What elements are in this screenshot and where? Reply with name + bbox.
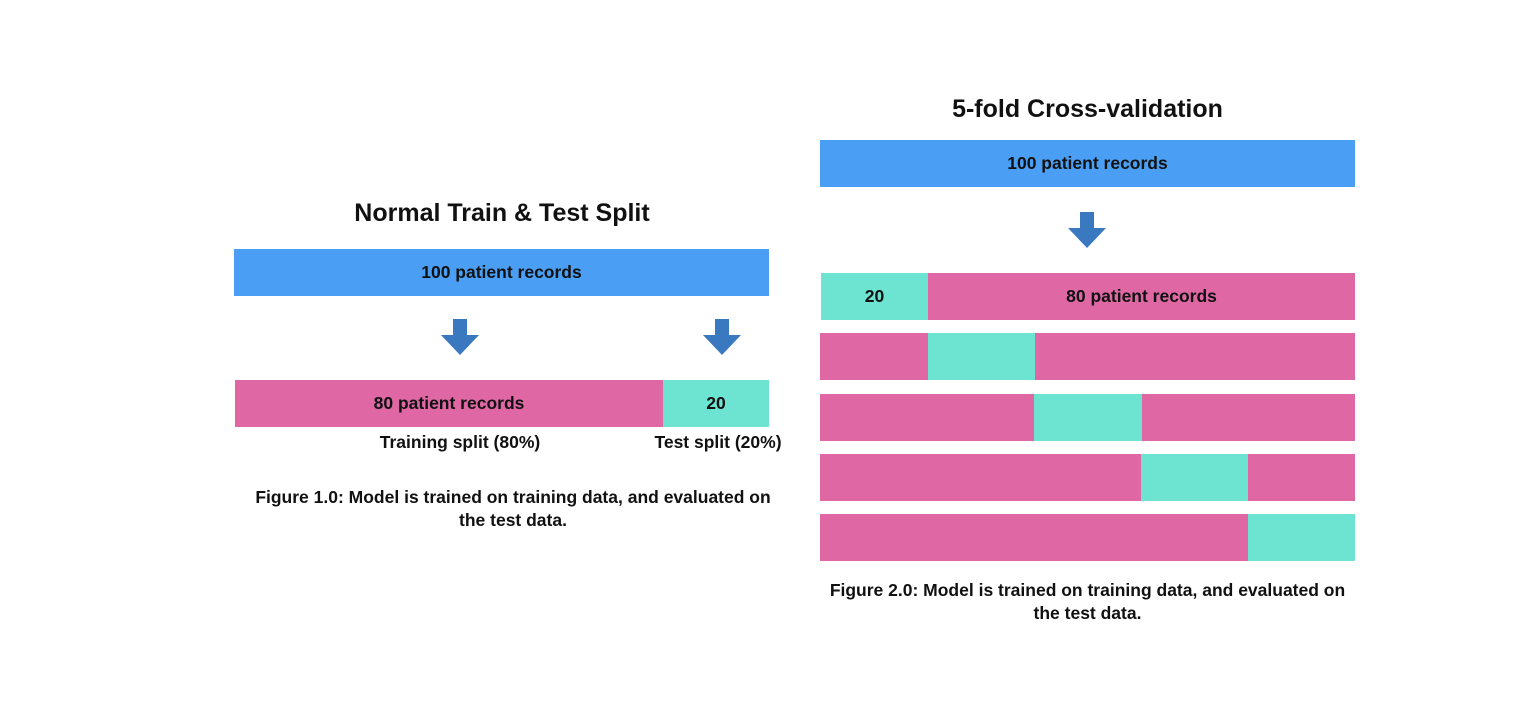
fold-row-3 xyxy=(820,394,1355,441)
fold-train-segment xyxy=(1142,394,1355,441)
down-arrow-icon xyxy=(703,319,741,355)
fold-test-segment: 20 xyxy=(821,273,928,320)
fold-train-segment: 80 patient records xyxy=(928,273,1355,320)
right-records-label: 100 patient records xyxy=(1007,153,1168,173)
fold-row-5 xyxy=(820,514,1355,561)
left-records-label: 100 patient records xyxy=(421,262,582,282)
fold-train-segment xyxy=(820,514,1248,561)
fold-row-1: 20 80 patient records xyxy=(820,273,1355,320)
fold-test-segment xyxy=(1141,454,1248,501)
down-arrow-icon xyxy=(1068,212,1106,248)
left-records-bar: 100 patient records xyxy=(234,249,769,296)
left-train-bar: 80 patient records xyxy=(235,380,663,427)
fold-test-segment xyxy=(1248,514,1355,561)
test-split-caption: Test split (20%) xyxy=(654,432,782,452)
figure-2-caption: Figure 2.0: Model is trained on training… xyxy=(829,580,1346,623)
left-test-bar: 20 xyxy=(663,380,769,427)
fold-train-segment xyxy=(820,454,1141,501)
fold-row-4 xyxy=(820,454,1355,501)
fold-train-segment xyxy=(1035,333,1355,380)
right-diagram-title: 5-fold Cross-validation xyxy=(952,95,1223,123)
fold1-test-label: 20 xyxy=(864,286,885,306)
fold-train-segment xyxy=(1248,454,1355,501)
left-test-label: 20 xyxy=(706,393,726,413)
training-split-caption: Training split (80%) xyxy=(379,432,541,452)
figure-1-caption: Figure 1.0: Model is trained on training… xyxy=(255,487,771,530)
fold-test-segment xyxy=(1034,394,1142,441)
fold-row-2 xyxy=(820,333,1355,380)
fold-train-segment xyxy=(820,333,928,380)
right-records-bar: 100 patient records xyxy=(820,140,1355,187)
fold-test-segment xyxy=(928,333,1035,380)
fold-train-segment xyxy=(820,394,1034,441)
fold1-train-label: 80 patient records xyxy=(1066,286,1217,306)
left-train-label: 80 patient records xyxy=(373,393,525,413)
down-arrow-icon xyxy=(441,319,479,355)
left-diagram-title: Normal Train & Test Split xyxy=(354,199,650,227)
